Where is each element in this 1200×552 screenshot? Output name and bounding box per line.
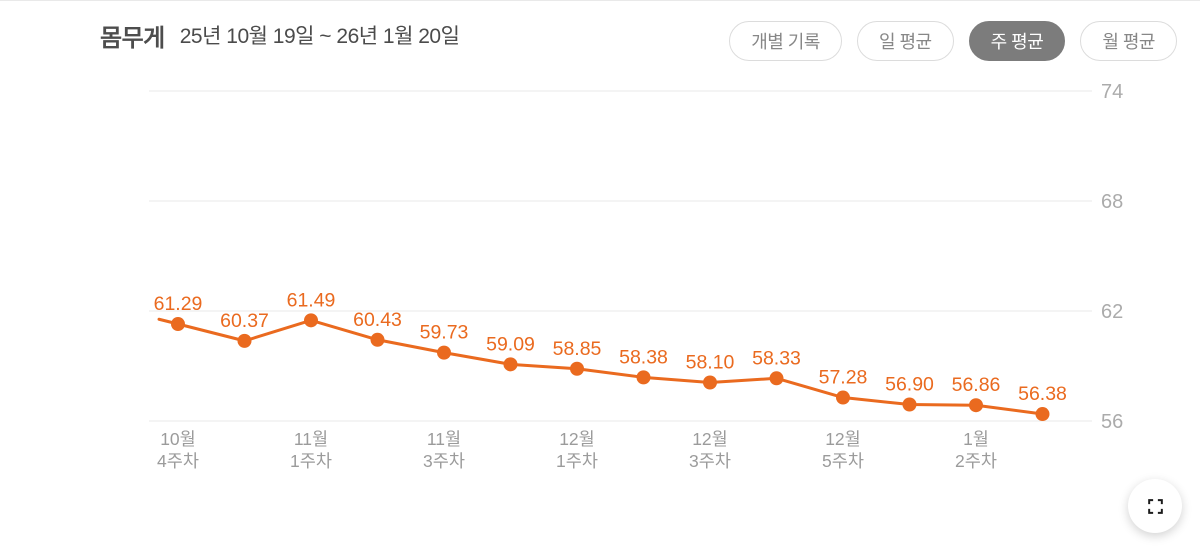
- data-point-label: 60.37: [220, 310, 269, 332]
- data-point-label: 61.49: [287, 289, 336, 311]
- data-point-label: 59.09: [486, 333, 535, 355]
- data-point-label: 58.38: [619, 346, 668, 368]
- filter-daily-average-button[interactable]: 일 평균: [856, 21, 954, 61]
- filter-individual-records-button[interactable]: 개별 기록: [729, 21, 842, 61]
- y-axis-label: 68: [1101, 191, 1123, 213]
- data-point[interactable]: [437, 345, 451, 360]
- data-point-label: 56.38: [1018, 383, 1067, 405]
- data-point[interactable]: [370, 332, 385, 347]
- data-point-label: 57.28: [819, 367, 868, 389]
- data-point-label: 58.85: [553, 338, 602, 360]
- y-axis-label: 56: [1101, 411, 1123, 433]
- y-axis-label: 74: [1101, 81, 1123, 103]
- data-point[interactable]: [171, 317, 185, 332]
- x-axis-label: 11월 3주차: [423, 429, 465, 471]
- x-axis-label: 10월 4주차: [157, 429, 199, 471]
- data-point[interactable]: [902, 397, 917, 412]
- data-point-label: 58.33: [752, 347, 801, 369]
- fullscreen-button[interactable]: [1128, 479, 1182, 533]
- data-point-label: 56.86: [952, 374, 1001, 396]
- data-point-label: 59.73: [420, 322, 469, 344]
- x-axis-label: 12월 3주차: [689, 429, 731, 471]
- x-axis-label: 11월 1주차: [290, 429, 332, 471]
- data-point[interactable]: [570, 361, 584, 376]
- data-point-label: 56.90: [885, 374, 934, 396]
- data-point[interactable]: [636, 370, 651, 385]
- x-axis-label: 12월 5주차: [822, 429, 864, 471]
- header: 몸무게 25년 10월 19일 ~ 26년 1월 20일: [100, 1, 460, 69]
- data-point-label: 60.43: [353, 309, 402, 331]
- filter-weekly-average-button[interactable]: 주 평균: [968, 21, 1066, 61]
- data-point-label: 61.29: [154, 293, 203, 315]
- data-point[interactable]: [836, 390, 850, 405]
- data-point[interactable]: [304, 313, 318, 328]
- filter-monthly-average-button[interactable]: 월 평균: [1080, 21, 1177, 61]
- page-title: 몸무게: [100, 24, 165, 52]
- data-point[interactable]: [769, 371, 784, 386]
- y-axis-label: 62: [1101, 301, 1123, 323]
- fullscreen-expand-icon: [1147, 498, 1163, 514]
- data-point[interactable]: [237, 333, 252, 348]
- filter-group: 개별 기록 일 평균 주 평균 월 평균: [729, 21, 1177, 61]
- data-point[interactable]: [503, 357, 518, 372]
- date-range-label: 25년 10월 19일 ~ 26년 1월 20일: [179, 25, 460, 48]
- data-point-label: 58.10: [686, 352, 735, 374]
- x-axis-label: 1월 2주차: [955, 429, 997, 471]
- x-axis-label: 12월 1주차: [556, 429, 598, 471]
- data-point[interactable]: [1035, 407, 1050, 422]
- data-point[interactable]: [703, 375, 717, 390]
- data-point[interactable]: [969, 398, 983, 413]
